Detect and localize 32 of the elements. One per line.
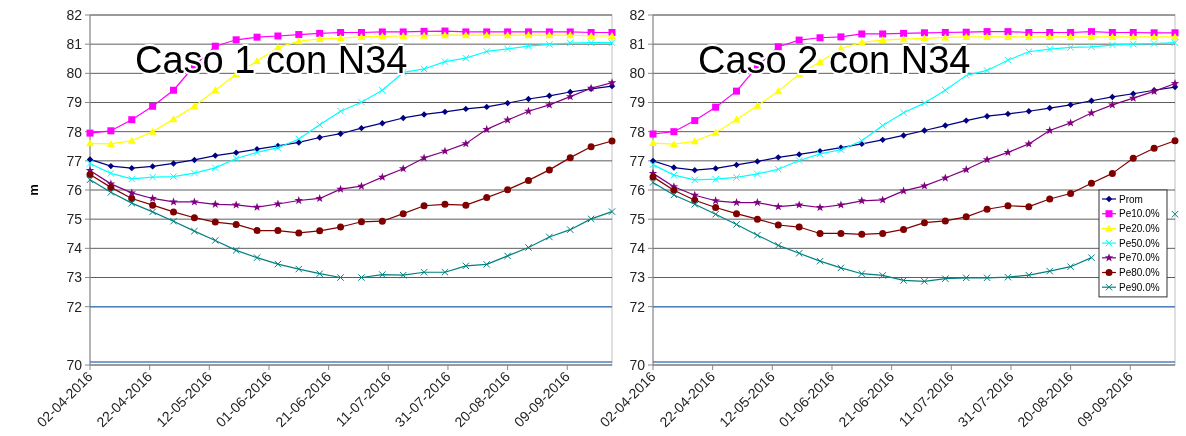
legend-label: Prom bbox=[1119, 193, 1143, 205]
y-tick-label: 81 bbox=[629, 36, 646, 53]
y-tick-label: 73 bbox=[629, 269, 646, 286]
y-tick-label: 82 bbox=[629, 6, 646, 23]
y-tick-label: 78 bbox=[629, 123, 646, 140]
y-tick-label: 80 bbox=[66, 65, 83, 82]
y-tick-label: 70 bbox=[66, 356, 83, 373]
y-tick-label: 74 bbox=[629, 240, 646, 257]
y-tick-label: 77 bbox=[66, 152, 83, 169]
y-tick-label: 72 bbox=[629, 298, 646, 315]
y-tick-label: 74 bbox=[66, 240, 83, 257]
y-tick-label: 76 bbox=[66, 181, 83, 198]
y-tick-label: 79 bbox=[66, 94, 83, 111]
legend-label: Pe70.0% bbox=[1119, 252, 1160, 264]
y-tick-label: 77 bbox=[629, 152, 646, 169]
legend-label: Pe80.0% bbox=[1119, 267, 1160, 278]
y-tick-label: 75 bbox=[629, 211, 646, 228]
legend-label: Pe90.0% bbox=[1119, 281, 1160, 293]
y-tick-label: 70 bbox=[629, 356, 646, 373]
y-tick-label: 80 bbox=[629, 65, 646, 82]
y-tick-label: 81 bbox=[66, 36, 83, 53]
legend-label: Pe10.0% bbox=[1119, 208, 1160, 220]
y-tick-label: 82 bbox=[66, 6, 83, 23]
y-tick-label: 78 bbox=[66, 123, 83, 140]
y-tick-label: 72 bbox=[66, 298, 83, 315]
y-tick-label: 75 bbox=[66, 211, 83, 228]
y-tick-label: 76 bbox=[629, 181, 646, 198]
legend-label: Pe20.0% bbox=[1119, 222, 1160, 234]
y-tick-label: 79 bbox=[629, 94, 646, 111]
y-tick-label: 73 bbox=[66, 269, 83, 286]
legend-label: Pe50.0% bbox=[1119, 237, 1160, 249]
y-axis-title: m bbox=[26, 184, 41, 196]
